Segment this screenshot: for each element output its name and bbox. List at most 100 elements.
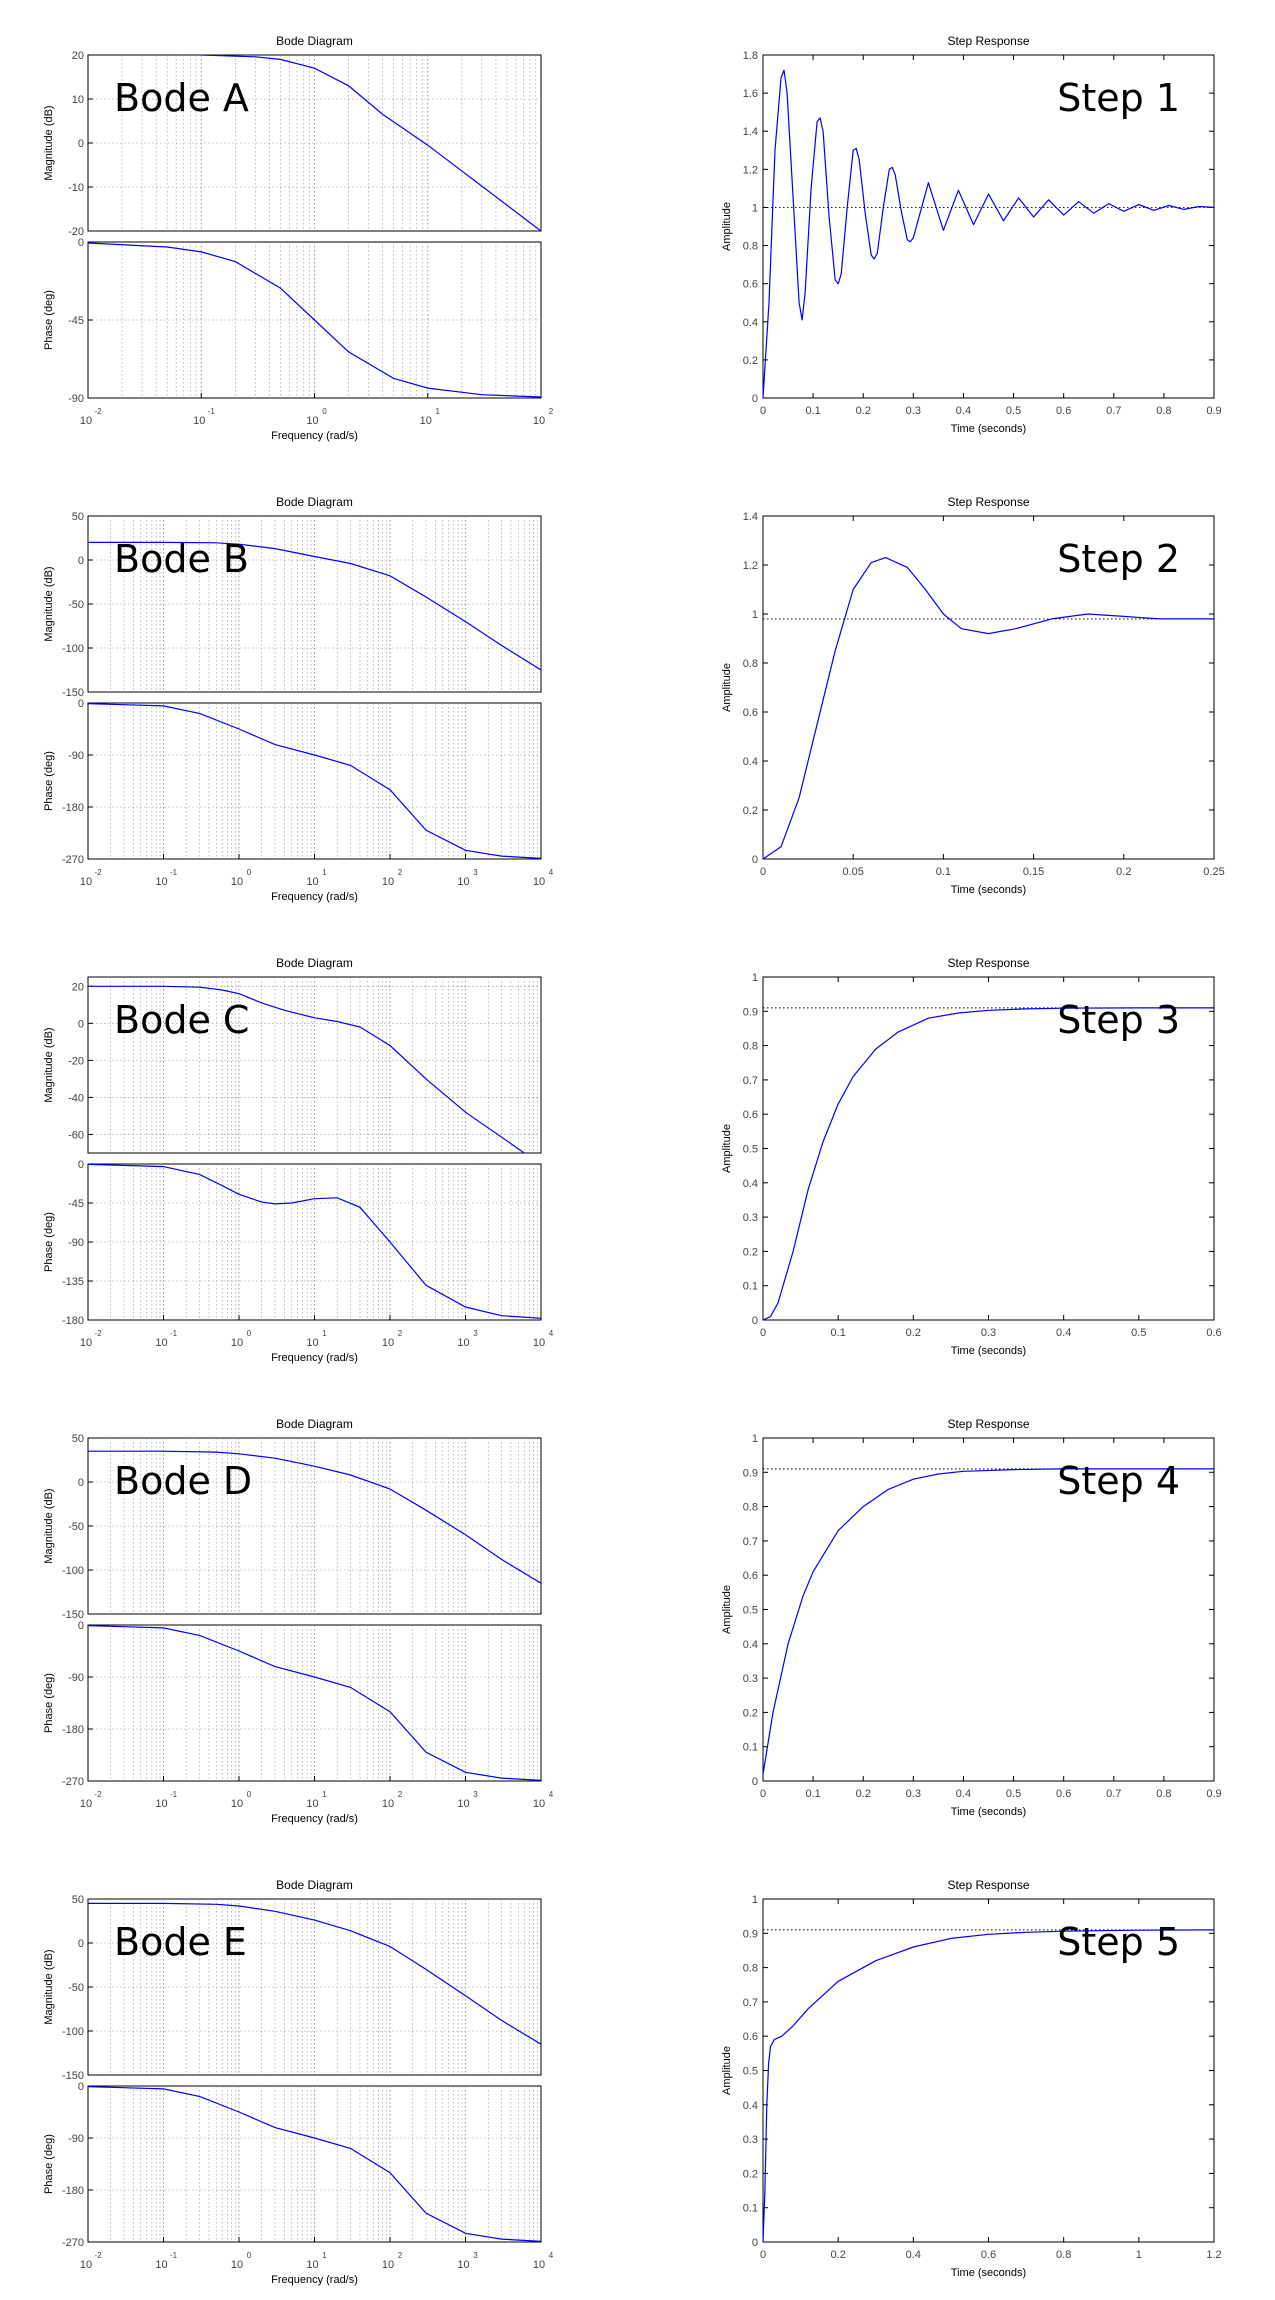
y-axis-label: Magnitude (dB) [43, 105, 55, 180]
y-axis-label: Phase (deg) [43, 751, 55, 811]
chart-title: Bode Diagram [276, 1417, 353, 1431]
x-axis-label: Frequency (rad/s) [271, 2274, 358, 2286]
x-tick-exponent: -1 [208, 407, 216, 416]
x-tick-exponent: -1 [170, 2251, 178, 2260]
x-tick-exponent: -2 [94, 1329, 102, 1338]
panel-label: Step 5 [1057, 1920, 1180, 1964]
y-axis-label: Magnitude (dB) [43, 566, 55, 641]
chart-title: Bode Diagram [276, 1878, 353, 1892]
x-tick-label: 0.3 [981, 1327, 996, 1339]
y-axis-label: Amplitude [721, 1124, 733, 1173]
y-tick-label: 0.3 [743, 2134, 758, 2146]
phase-curve [88, 1164, 541, 1319]
y-tick-label: -100 [62, 1565, 84, 1577]
y-tick-label: 0.6 [743, 279, 758, 291]
x-tick-label: 10 [155, 1337, 167, 1349]
x-tick-label: 10 [80, 2259, 92, 2271]
x-tick-label: 0.2 [856, 405, 871, 417]
y-tick-label: 0 [78, 138, 84, 150]
x-tick-label: 10 [155, 876, 167, 888]
x-tick-exponent: -1 [170, 1790, 178, 1799]
x-axis-label: Time (seconds) [951, 884, 1026, 896]
chart-title: Bode Diagram [276, 34, 353, 48]
y-axis-label: Phase (deg) [43, 290, 55, 350]
x-tick-label: 10 [80, 415, 92, 427]
y-tick-label: -270 [62, 854, 84, 866]
y-axis-label: Amplitude [721, 1585, 733, 1634]
x-tick-exponent: 3 [473, 2251, 478, 2260]
x-tick-label: 10 [382, 876, 394, 888]
panel-label: Bode D [114, 1459, 252, 1503]
x-tick-label: 0.6 [1056, 1788, 1071, 1800]
x-axis-label: Frequency (rad/s) [271, 1813, 358, 1825]
y-tick-label: 1 [752, 972, 758, 984]
x-tick-label: 10 [306, 876, 318, 888]
y-tick-label: 0.6 [743, 707, 758, 719]
y-tick-label: 0.2 [743, 805, 758, 817]
x-tick-label: 10 [193, 415, 205, 427]
y-tick-label: -180 [62, 802, 84, 814]
x-tick-exponent: 1 [322, 2251, 327, 2260]
y-tick-label: 0.5 [743, 1144, 758, 1156]
y-tick-label: 0.6 [743, 1109, 758, 1121]
x-tick-label: 0.3 [906, 405, 921, 417]
chart-title: Step Response [947, 34, 1029, 48]
y-tick-label: 0.1 [743, 1742, 758, 1754]
panel-label: Bode B [114, 537, 249, 581]
y-tick-label: 20 [72, 50, 84, 62]
y-tick-label: -270 [62, 2237, 84, 2249]
panel-label: Step 4 [1057, 1459, 1180, 1503]
phase-curve [88, 1625, 541, 1781]
y-tick-label: -90 [68, 750, 84, 762]
step-5-chart: Step Response 0 0.1 0.2 0.3 0.4 0.5 0.6 0.7 0.8 0.… [721, 1878, 1222, 2279]
phase-axes [87, 2085, 542, 2243]
x-tick-label: 0.5 [1131, 1327, 1146, 1339]
magnitude-curve [88, 985, 525, 1153]
magnitude-curve [88, 1450, 541, 1584]
x-tick-label: 10 [533, 415, 545, 427]
step-axes [762, 54, 1215, 399]
x-tick-label: 10 [382, 2259, 394, 2271]
y-tick-label: 0.3 [743, 1673, 758, 1685]
step-axes [762, 1898, 1215, 2243]
step-response-curve [762, 1929, 1215, 2243]
y-tick-label: 0.8 [743, 1502, 758, 1514]
x-tick-exponent: 0 [247, 2251, 252, 2260]
x-tick-label: 10 [457, 1798, 469, 1810]
x-tick-exponent: 4 [549, 1790, 554, 1799]
x-tick-label: 10 [457, 2259, 469, 2271]
x-tick-label: 0 [760, 405, 766, 417]
x-axis-label: Time (seconds) [951, 2267, 1026, 2279]
y-axis-label: Magnitude (dB) [43, 1027, 55, 1102]
chart-title: Step Response [947, 956, 1029, 970]
y-tick-label: 1.2 [743, 164, 758, 176]
y-tick-label: 0.9 [743, 1467, 758, 1479]
y-tick-label: 0 [78, 1938, 84, 1950]
y-tick-label: 0.6 [743, 1570, 758, 1582]
x-tick-label: 0.2 [831, 2249, 846, 2261]
y-tick-label: 0.1 [743, 1281, 758, 1293]
y-tick-label: 1 [752, 609, 758, 621]
x-tick-label: 10 [231, 1337, 243, 1349]
x-tick-label: 0 [760, 866, 766, 878]
panel-label: Step 2 [1057, 537, 1180, 581]
x-tick-label: 0.2 [906, 1327, 921, 1339]
panel-label: Bode A [114, 76, 249, 120]
y-tick-label: 1 [752, 1433, 758, 1445]
y-tick-label: 1.8 [743, 50, 758, 62]
panel-label: Bode E [114, 1920, 247, 1964]
x-tick-label: 10 [231, 1798, 243, 1810]
y-tick-label: 0 [752, 1776, 758, 1788]
y-tick-label: 0.2 [743, 2168, 758, 2180]
magnitude-curve [201, 55, 541, 231]
step-axes [762, 1437, 1215, 1782]
y-tick-label: 0.4 [743, 1178, 758, 1190]
phase-curve [88, 703, 541, 859]
x-tick-label: 10 [80, 1337, 92, 1349]
y-tick-label: 0.2 [743, 1246, 758, 1258]
x-tick-label: 0.2 [1116, 866, 1131, 878]
y-tick-label: -20 [68, 1055, 84, 1067]
x-tick-label: 0.8 [1056, 2249, 1071, 2261]
x-tick-exponent: 1 [322, 1329, 327, 1338]
